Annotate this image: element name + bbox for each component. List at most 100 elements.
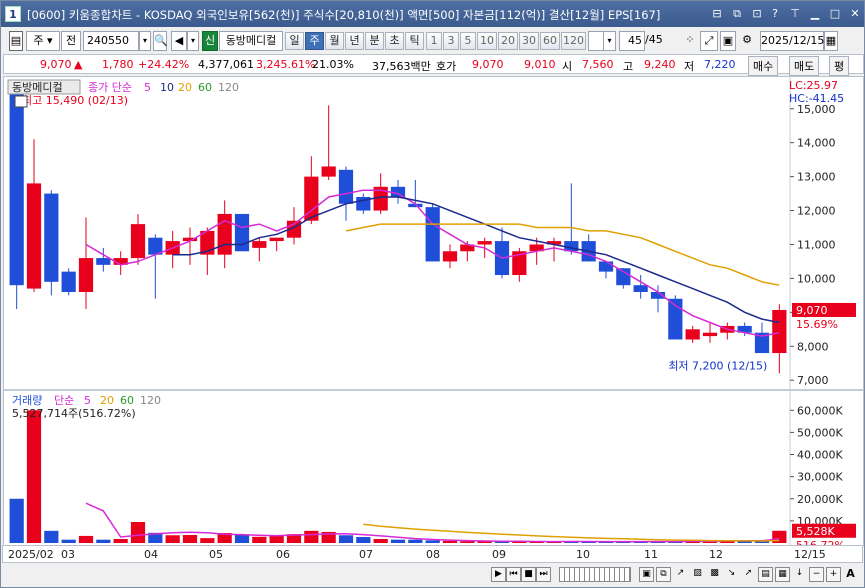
grid-icon[interactable]: ▩ bbox=[710, 568, 719, 578]
save-icon[interactable]: ▣ bbox=[720, 31, 736, 51]
x-axis-label: 11 bbox=[644, 548, 658, 561]
count-input[interactable]: 45 bbox=[619, 31, 645, 51]
hc-label: HC:-41.45 bbox=[789, 92, 844, 105]
draw-tool-icon[interactable]: ⤢ bbox=[700, 31, 718, 51]
high-price: 9,240 bbox=[644, 58, 676, 71]
candle-body bbox=[529, 244, 544, 252]
trend-tool-icon[interactable]: ↘ bbox=[727, 568, 736, 578]
legend-ma-period: 10 bbox=[160, 81, 174, 94]
crosshair-icon[interactable]: ⁘ bbox=[685, 33, 695, 46]
chart-settings-icon[interactable]: ▤ bbox=[9, 31, 23, 51]
candle-body bbox=[754, 332, 770, 354]
volume-bar bbox=[754, 541, 770, 543]
close-icon[interactable]: ✕ bbox=[850, 7, 860, 20]
candle-body bbox=[96, 258, 111, 265]
candle-body bbox=[408, 203, 423, 208]
high-label: 고 bbox=[623, 60, 634, 73]
volume-bar bbox=[338, 535, 354, 543]
volume-tick-label: 20,000K bbox=[797, 493, 843, 506]
volume-tick-label: 30,000K bbox=[797, 471, 843, 484]
interval-20-button[interactable]: 20 bbox=[498, 32, 518, 50]
calendar-icon[interactable] bbox=[14, 95, 28, 108]
open-price: 7,560 bbox=[582, 58, 614, 71]
scroll-down-icon[interactable]: ↓ bbox=[795, 568, 804, 578]
period-week-button[interactable]: 주 bbox=[305, 32, 324, 50]
interval-120-button[interactable]: 120 bbox=[561, 32, 586, 50]
first-page-icon[interactable]: ⏮ bbox=[506, 567, 521, 582]
zoom-out-icon[interactable]: − bbox=[809, 567, 824, 582]
stop-icon[interactable]: ■ bbox=[521, 567, 536, 582]
sell-button[interactable]: 매도 bbox=[789, 56, 820, 76]
restore-icon[interactable]: ⧉ bbox=[733, 7, 741, 20]
price-tick-label: 8,000 bbox=[797, 340, 829, 353]
interval-60-button[interactable]: 60 bbox=[540, 32, 560, 50]
interval-dropdown-icon[interactable]: ▾ bbox=[603, 31, 616, 51]
buy-button[interactable]: 매수 bbox=[748, 56, 779, 76]
interval-10-button[interactable]: 10 bbox=[477, 32, 497, 50]
candle-body bbox=[200, 230, 215, 255]
font-size-icon[interactable]: A bbox=[846, 567, 855, 580]
volume-bar bbox=[269, 535, 284, 543]
volume-bar bbox=[217, 533, 232, 543]
low-label: 저 bbox=[684, 60, 695, 73]
change-amount: 1,780 bbox=[102, 58, 134, 71]
volume-legend-name: 거래량 bbox=[12, 394, 42, 407]
layout-icon[interactable]: ▤ bbox=[758, 567, 773, 582]
dropdown-icon[interactable]: ⊤ bbox=[790, 7, 800, 20]
low-price: 7,220 bbox=[704, 58, 736, 71]
volume-bar bbox=[78, 535, 94, 543]
arrow-tool-icon[interactable]: ➚ bbox=[744, 568, 753, 578]
date-input[interactable]: 2025/12/15 bbox=[760, 31, 824, 51]
zoom-box-icon[interactable]: ▣ bbox=[639, 567, 654, 582]
period-day-button[interactable]: 일 bbox=[285, 32, 304, 50]
credit-badge: 신 bbox=[202, 31, 218, 51]
table-icon[interactable]: ▦ bbox=[775, 567, 790, 582]
maximize-icon[interactable]: □ bbox=[829, 7, 841, 20]
code-dropdown-icon[interactable]: ▾ bbox=[139, 31, 151, 51]
period-minute-button[interactable]: 분 bbox=[365, 32, 384, 50]
speaker-icon[interactable]: ◀ bbox=[171, 31, 187, 51]
pin-icon[interactable]: ⊡ bbox=[752, 7, 762, 20]
zoom-in-icon[interactable]: + bbox=[826, 567, 841, 582]
interval-30-button[interactable]: 30 bbox=[519, 32, 539, 50]
interval-5-button[interactable]: 5 bbox=[460, 32, 476, 50]
help-icon[interactable]: ? bbox=[772, 7, 778, 20]
candle-body bbox=[668, 298, 683, 340]
last-page-icon[interactable]: ⏭ bbox=[536, 567, 551, 582]
candle-body bbox=[338, 169, 354, 204]
chart-svg[interactable]: 15,00014,00013,00012,00011,00010,0009,00… bbox=[4, 77, 863, 552]
hoga-label: 호가 bbox=[436, 60, 457, 73]
link-icon[interactable]: ⊟ bbox=[712, 7, 722, 20]
line-tool-icon[interactable]: ↗ bbox=[676, 568, 685, 578]
average-button[interactable]: 평 bbox=[829, 56, 850, 76]
code-prefix-button[interactable]: 전 bbox=[61, 31, 81, 51]
timeline-slider[interactable] bbox=[559, 567, 631, 582]
x-axis-label: 04 bbox=[144, 548, 158, 561]
period-type-select[interactable]: 주 ▾ bbox=[26, 31, 60, 51]
calendar-icon[interactable]: ▦ bbox=[824, 31, 838, 51]
minimize-icon[interactable]: ▁ bbox=[810, 7, 820, 20]
search-icon[interactable]: 🔍 bbox=[153, 31, 168, 51]
ma10-line bbox=[172, 196, 780, 324]
scroll-right-icon[interactable]: ▶ bbox=[491, 567, 506, 582]
period-year-button[interactable]: 년 bbox=[345, 32, 364, 50]
interval-3-button[interactable]: 3 bbox=[443, 32, 459, 50]
candle-body bbox=[546, 241, 562, 245]
last-volume-box bbox=[792, 523, 856, 538]
chart-area[interactable]: 15,00014,00013,00012,00011,00010,0009,00… bbox=[3, 76, 864, 552]
period-month-button[interactable]: 월 bbox=[325, 32, 344, 50]
interval-1-button[interactable]: 1 bbox=[426, 32, 442, 50]
stock-code-input[interactable]: 240550 bbox=[83, 31, 139, 51]
current-price: 9,070 bbox=[40, 58, 72, 71]
split-view-icon[interactable]: ⧉ bbox=[656, 567, 671, 582]
period-tick-button[interactable]: 틱 bbox=[405, 32, 424, 50]
gear-icon[interactable]: ⚙ bbox=[742, 33, 752, 46]
volume-bar bbox=[390, 539, 406, 543]
period-second-button[interactable]: 초 bbox=[385, 32, 404, 50]
volume-bar bbox=[477, 541, 492, 543]
speaker-dropdown-icon[interactable]: ▾ bbox=[187, 31, 199, 51]
hatch-icon[interactable]: ▨ bbox=[693, 568, 702, 578]
candle-body bbox=[702, 332, 718, 337]
volume-bar bbox=[200, 538, 215, 543]
open-label: 시 bbox=[562, 60, 573, 73]
